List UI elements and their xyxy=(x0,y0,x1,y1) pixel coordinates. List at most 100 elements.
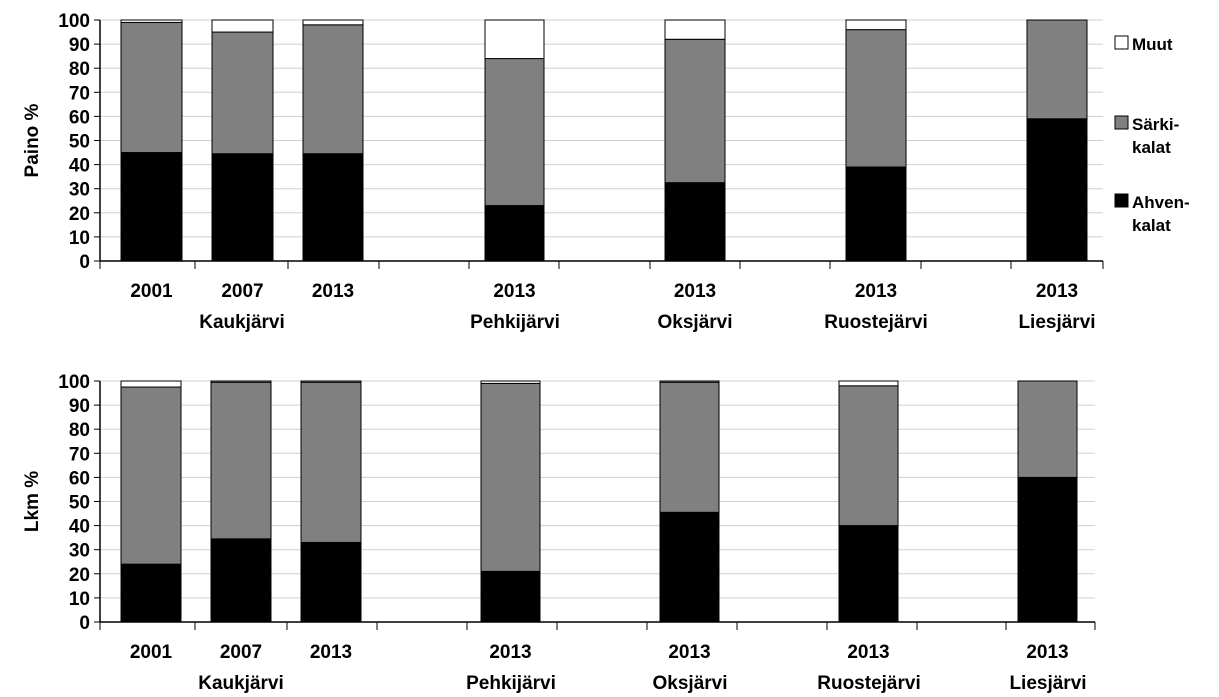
bar-segment xyxy=(120,21,183,154)
bar-segment xyxy=(120,380,182,388)
bar-segment xyxy=(1026,19,1088,120)
x-group-label: Ruostejärvi xyxy=(817,673,920,694)
bar-segment xyxy=(659,381,720,513)
bar-segment xyxy=(480,382,541,572)
x-group-label: Oksjärvi xyxy=(658,312,733,333)
chart-legend: Muut Särki-kalat Ahven-kalat xyxy=(1114,35,1190,235)
y-tick-label: 90 xyxy=(69,35,90,56)
bar-segment xyxy=(210,538,272,623)
count-chart-panel: 0 10 20 30 40 50 60 70 80 90 100 Lkm % 2001 2007 2013 2… xyxy=(22,372,1096,694)
bar-segment xyxy=(302,19,364,26)
legend-label: kalat xyxy=(1132,138,1171,157)
x-tick-label: 2013 xyxy=(668,642,710,663)
bar-segment xyxy=(484,205,545,262)
y-tick-label: 50 xyxy=(69,132,90,153)
bar-segment xyxy=(664,182,726,262)
bar-segment xyxy=(300,381,362,543)
x-tick-label: 2013 xyxy=(855,281,897,302)
y-tick-label: 0 xyxy=(79,252,90,273)
bar-segment xyxy=(1026,118,1088,262)
y-tick-label: 100 xyxy=(58,372,90,393)
bar-segment xyxy=(838,525,899,623)
bar-segment xyxy=(484,58,545,207)
bar-segment xyxy=(120,386,182,565)
y-tick-label: 40 xyxy=(69,517,90,538)
x-tick-label: 2013 xyxy=(1036,281,1078,302)
y-tick-label: 20 xyxy=(69,204,90,225)
weight-chart-panel: 0 10 20 30 40 50 60 70 80 90 100 Paino % 2001 2007 201… xyxy=(22,11,1104,333)
y-axis-label: Paino % xyxy=(22,103,43,177)
x-tick-label: 2013 xyxy=(489,642,531,663)
bar-segment xyxy=(211,19,274,33)
bar-segment xyxy=(845,19,907,31)
y-axis-label: Lkm % xyxy=(22,471,43,532)
x-tick-label: 2001 xyxy=(130,281,173,302)
x-tick-label: 2013 xyxy=(1026,642,1068,663)
x-tick-label: 2001 xyxy=(130,642,173,663)
bar-segment xyxy=(659,380,720,383)
legend-label: Särki- xyxy=(1132,115,1179,134)
y-tick-label: 60 xyxy=(69,107,90,128)
bar-segment xyxy=(838,380,899,387)
bar-segment xyxy=(659,511,720,623)
legend-label: Ahven- xyxy=(1132,193,1190,212)
y-tick-label: 60 xyxy=(69,468,90,489)
y-tick-label: 30 xyxy=(69,180,90,201)
bar-segment xyxy=(838,385,899,527)
x-group-label: Pehkijärvi xyxy=(470,312,560,333)
y-tick-label: 100 xyxy=(58,11,90,32)
bar-segment xyxy=(480,570,541,623)
bar-segment xyxy=(211,153,274,262)
y-tick-label: 30 xyxy=(69,541,90,562)
x-group-label: Liesjärvi xyxy=(1009,673,1086,694)
bar-segment xyxy=(210,381,272,540)
legend-swatch xyxy=(1114,35,1129,50)
bar-segment xyxy=(845,166,907,262)
y-tick-label: 20 xyxy=(69,565,90,586)
y-tick-label: 80 xyxy=(69,59,90,80)
bar-segment xyxy=(1017,380,1078,478)
y-tick-label: 40 xyxy=(69,156,90,177)
bar-segment xyxy=(845,29,907,168)
legend-swatch xyxy=(1114,193,1129,208)
bar-segment xyxy=(120,152,183,262)
bar-segment xyxy=(210,380,272,383)
legend-swatch xyxy=(1114,115,1129,130)
x-group-label: Pehkijärvi xyxy=(466,673,556,694)
y-tick-label: 10 xyxy=(69,589,90,610)
y-tick-label: 90 xyxy=(69,396,90,417)
bar-segment xyxy=(120,563,182,623)
bar-segment xyxy=(120,19,183,23)
x-group-label: Liesjärvi xyxy=(1018,312,1095,333)
legend-label: Muut xyxy=(1132,35,1173,54)
bar-segment xyxy=(302,153,364,262)
bar-segment xyxy=(664,19,726,40)
bar-segment xyxy=(664,38,726,184)
y-tick-label: 50 xyxy=(69,493,90,514)
x-tick-label: 2013 xyxy=(493,281,535,302)
y-tick-label: 70 xyxy=(69,83,90,104)
y-tick-label: 70 xyxy=(69,444,90,465)
bar-segment xyxy=(211,31,274,155)
x-group-label: Oksjärvi xyxy=(653,673,728,694)
bar-segment xyxy=(484,19,545,60)
x-tick-label: 2013 xyxy=(312,281,354,302)
legend-label: kalat xyxy=(1132,216,1171,235)
bar-segment xyxy=(1017,476,1078,623)
bar-segment xyxy=(300,541,362,623)
x-group-label: Ruostejärvi xyxy=(824,312,927,333)
x-tick-label: 2007 xyxy=(221,281,263,302)
y-tick-label: 80 xyxy=(69,420,90,441)
x-tick-label: 2013 xyxy=(847,642,889,663)
x-group-label: Kaukjärvi xyxy=(199,312,285,333)
x-tick-label: 2013 xyxy=(310,642,352,663)
x-tick-label: 2007 xyxy=(220,642,262,663)
x-group-label: Kaukjärvi xyxy=(198,673,284,694)
bar-segment xyxy=(300,380,362,383)
x-tick-label: 2013 xyxy=(674,281,716,302)
y-tick-label: 0 xyxy=(79,613,90,634)
y-tick-label: 10 xyxy=(69,228,90,249)
bar-segment xyxy=(480,380,541,384)
bar-segment xyxy=(302,24,364,155)
